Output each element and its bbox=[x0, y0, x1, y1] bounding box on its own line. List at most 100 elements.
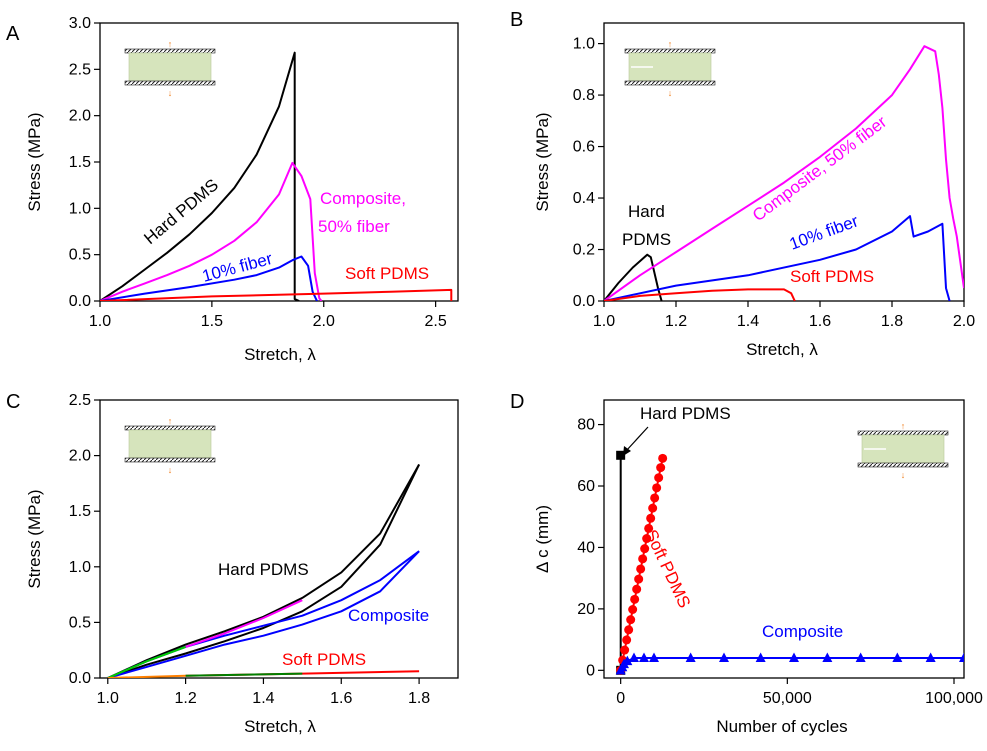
annotation-label: Hard PDMS bbox=[218, 560, 309, 579]
data-point bbox=[620, 645, 630, 655]
annotation-label: Composite, bbox=[320, 189, 406, 208]
y-tick-label: 0.5 bbox=[69, 614, 91, 631]
series-line-8 bbox=[185, 672, 303, 677]
annotation-label: Composite bbox=[762, 622, 843, 641]
data-point bbox=[632, 584, 642, 594]
data-point bbox=[628, 604, 638, 614]
x-tick-label: 100,000 bbox=[925, 690, 983, 707]
plot-area bbox=[107, 464, 420, 678]
x-tick-label: 50,000 bbox=[763, 690, 812, 707]
data-point bbox=[624, 625, 634, 635]
x-tick-label: 1.8 bbox=[408, 690, 430, 707]
specimen-schematic: ↑↓ bbox=[124, 39, 216, 98]
y-tick-label: 1.5 bbox=[69, 503, 91, 520]
arrow-down-icon: ↓ bbox=[168, 465, 173, 475]
series-line-4 bbox=[604, 288, 796, 301]
y-tick-label: 0.4 bbox=[573, 190, 595, 207]
y-axis-label: Stress (MPa) bbox=[533, 112, 552, 211]
y-tick-label: 0.0 bbox=[69, 670, 91, 687]
y-axis-label: Stress (MPa) bbox=[25, 112, 44, 211]
data-point bbox=[639, 652, 649, 663]
y-tick-label: 80 bbox=[577, 417, 595, 434]
x-tick-label: 2.5 bbox=[425, 313, 447, 330]
y-tick-label: 20 bbox=[577, 601, 595, 618]
x-axis-label: Stretch, λ bbox=[244, 717, 316, 736]
series-line-2 bbox=[100, 161, 323, 301]
data-point bbox=[892, 652, 903, 663]
x-tick-label: 1.6 bbox=[809, 313, 831, 330]
y-tick-label: 2.5 bbox=[69, 392, 91, 409]
series-line-2 bbox=[619, 458, 664, 671]
data-point bbox=[959, 652, 964, 663]
specimen-schematic: ↑↓ bbox=[624, 39, 716, 98]
x-tick-label: 2.0 bbox=[313, 313, 335, 330]
arrow-down-icon: ↓ bbox=[668, 88, 673, 98]
arrow-up-icon: ↑ bbox=[668, 39, 673, 49]
data-point bbox=[616, 450, 626, 460]
annotation-label: Hard PDMS bbox=[640, 404, 731, 423]
x-tick-label: 1.0 bbox=[593, 313, 615, 330]
y-tick-label: 0.6 bbox=[573, 139, 595, 156]
plot-area bbox=[604, 45, 964, 301]
y-tick-label: 1.0 bbox=[573, 36, 595, 53]
x-tick-label: 1.0 bbox=[97, 690, 119, 707]
data-point bbox=[629, 652, 639, 663]
panel-a: A 1.0 1.5 2.0 2.5 0.0 0.5 1.0 1.5 2.0 2.5 3.0 Stretc… bbox=[6, 15, 459, 364]
data-point bbox=[685, 652, 696, 663]
arrow-up-icon: ↑ bbox=[901, 421, 906, 431]
x-tick-label: 1.2 bbox=[665, 313, 687, 330]
x-axis-label: Stretch, λ bbox=[746, 340, 818, 359]
x-tick-label: 1.0 bbox=[89, 313, 111, 330]
y-tick-label: 0.2 bbox=[573, 242, 595, 259]
series-line-2 bbox=[604, 45, 964, 301]
y-axis-label: Δ c (mm) bbox=[533, 505, 552, 573]
annotation-label: 50% fiber bbox=[318, 217, 390, 236]
arrow-down-icon: ↓ bbox=[168, 88, 173, 98]
y-tick-label: 2.5 bbox=[69, 61, 91, 78]
x-tick-label: 1.4 bbox=[737, 313, 759, 330]
x-tick-label: 1.6 bbox=[330, 690, 352, 707]
x-tick-label: 0 bbox=[616, 690, 625, 707]
series-line-1 bbox=[107, 464, 420, 678]
data-point bbox=[650, 493, 660, 503]
data-point bbox=[658, 453, 668, 463]
y-tick-label: 0.0 bbox=[573, 293, 595, 310]
y-tick-label: 2.0 bbox=[69, 448, 91, 465]
panel-b: B 1.0 1.2 1.4 1.6 1.8 2.0 0.0 0.2 0.4 0.6 0.8 1.0 Str… bbox=[510, 9, 975, 359]
series-line-3 bbox=[604, 215, 951, 301]
data-point bbox=[855, 652, 866, 663]
annotation-label: Composite, 50% fiber bbox=[749, 112, 891, 225]
plot-frame bbox=[603, 22, 965, 302]
data-point bbox=[656, 463, 666, 473]
data-point bbox=[640, 544, 650, 554]
series-line-2 bbox=[107, 464, 420, 678]
x-axis-label: Number of cycles bbox=[716, 717, 847, 736]
series-line-1 bbox=[100, 51, 300, 301]
plot-frame bbox=[99, 399, 459, 679]
data-point bbox=[789, 652, 799, 663]
data-point bbox=[646, 513, 656, 523]
data-point bbox=[622, 635, 632, 645]
specimen-schematic: ↑↓ bbox=[857, 421, 949, 480]
data-point bbox=[822, 652, 833, 663]
data-point bbox=[755, 652, 766, 663]
pointer-arrow-line bbox=[625, 426, 649, 452]
y-tick-label: 0.8 bbox=[573, 87, 595, 104]
series-line-1 bbox=[604, 253, 663, 301]
series-line-4 bbox=[107, 550, 420, 678]
series-line-3 bbox=[100, 255, 318, 301]
pointer-arrow-head bbox=[623, 446, 631, 456]
data-point bbox=[642, 534, 652, 544]
data-point bbox=[652, 483, 662, 493]
annotation-label: 10% fiber bbox=[787, 211, 861, 254]
x-tick-label: 1.8 bbox=[881, 313, 903, 330]
y-tick-label: 60 bbox=[577, 478, 595, 495]
data-point bbox=[719, 652, 729, 663]
series-line-5 bbox=[185, 599, 303, 648]
y-tick-label: 40 bbox=[577, 539, 595, 556]
x-tick-label: 2.0 bbox=[953, 313, 975, 330]
plot-frame bbox=[603, 399, 965, 679]
panel-c: C 1.0 1.2 1.4 1.6 1.8 0.0 0.5 1.0 1.5 2.0 2.5 Stretc… bbox=[6, 391, 459, 736]
series-line-9 bbox=[107, 674, 186, 678]
arrow-down-icon: ↓ bbox=[901, 470, 906, 480]
